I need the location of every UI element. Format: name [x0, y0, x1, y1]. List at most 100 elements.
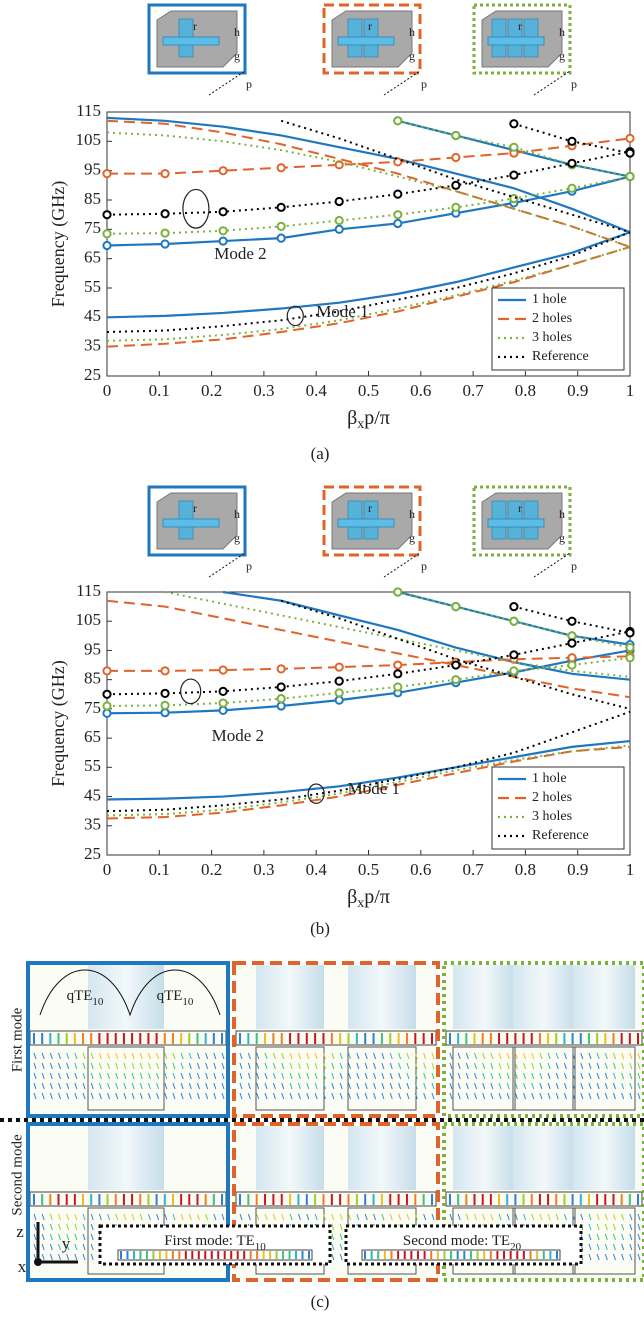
field-arrow	[457, 1062, 461, 1070]
field-arrow	[264, 1072, 268, 1080]
x-tick-label: 0.1	[149, 860, 170, 879]
field-arrow	[613, 1243, 616, 1251]
field-arrow	[482, 1052, 486, 1060]
field-arrow	[498, 1092, 502, 1100]
field-arrow	[596, 1082, 600, 1090]
y-tick-label: 75	[84, 698, 101, 717]
field-arrow	[637, 1092, 641, 1100]
point-marker	[451, 202, 461, 212]
cylinder	[513, 965, 575, 1029]
field-arrow	[398, 1072, 402, 1080]
field-arrow	[629, 1253, 633, 1261]
field-arrow	[123, 1052, 127, 1060]
field-arrow	[457, 1072, 461, 1080]
field-arrow	[33, 1092, 37, 1100]
annotation-ellipse	[307, 783, 325, 804]
field-arrow	[596, 1243, 600, 1251]
point-marker	[567, 631, 577, 641]
field-arrow	[331, 1213, 335, 1221]
field-arrow	[131, 1092, 135, 1100]
field-arrow	[555, 1052, 559, 1060]
series-line	[106, 150, 631, 216]
annotation: Mode 1	[316, 302, 368, 321]
field-arrow	[406, 1213, 410, 1221]
x-tick-label: 0.5	[358, 860, 379, 879]
point-marker	[102, 169, 112, 179]
field-arrow	[74, 1223, 78, 1231]
field-arrow	[637, 1052, 641, 1060]
field-arrow	[621, 1062, 625, 1070]
field-arrow	[348, 1062, 351, 1070]
cell-frame	[26, 1122, 230, 1282]
field-arrow	[637, 1082, 641, 1090]
field-arrow	[205, 1052, 209, 1060]
field-arrow	[474, 1052, 477, 1060]
field-arrow	[180, 1062, 184, 1070]
field-arrow	[364, 1213, 368, 1221]
field-arrow	[164, 1092, 168, 1100]
point-marker	[160, 228, 170, 238]
field-arrow	[297, 1062, 301, 1070]
field-arrow	[82, 1092, 86, 1100]
field-arrow	[74, 1062, 78, 1070]
y-tick-label: 115	[76, 581, 101, 600]
field-arrow	[156, 1082, 160, 1090]
field-arrow	[482, 1082, 486, 1090]
field-arrow	[289, 1072, 293, 1080]
field-arrow	[572, 1062, 576, 1070]
field-arrow	[339, 1072, 343, 1080]
field-arrow	[131, 1213, 135, 1221]
field-arrow	[588, 1253, 592, 1261]
field-arrow	[247, 1213, 251, 1221]
field-arrow	[498, 1052, 502, 1060]
point-marker	[393, 116, 403, 126]
field-arrow	[398, 1062, 402, 1070]
axis-letter: z	[16, 1222, 24, 1241]
inset-label: p	[571, 77, 577, 91]
field-arrow	[98, 1072, 102, 1080]
field-arrow	[629, 1072, 633, 1080]
field-arrow	[348, 1213, 351, 1221]
field-arrow	[58, 1253, 61, 1261]
field-arrow	[107, 1062, 111, 1070]
y-tick-label: 75	[84, 218, 101, 237]
x-axis-label: βxp/π	[347, 407, 390, 433]
field-arrow	[531, 1052, 535, 1060]
field-arrow	[139, 1052, 143, 1060]
field-arrow	[555, 1082, 559, 1090]
y-tick-label: 25	[84, 844, 101, 863]
field-arrow	[147, 1052, 151, 1060]
field-arrow	[539, 1072, 543, 1080]
field-arrow	[423, 1213, 427, 1221]
field-arrow	[147, 1062, 151, 1070]
x-axis-label-part: β	[347, 886, 357, 908]
hole-box	[347, 1046, 417, 1111]
field-arrow	[563, 1052, 567, 1060]
field-arrow	[331, 1223, 335, 1231]
series-line	[280, 599, 631, 710]
series-line	[106, 131, 631, 248]
field-arrow	[490, 1082, 494, 1090]
field-arrow	[629, 1082, 633, 1090]
field-arrow	[33, 1052, 37, 1060]
inset-label: p	[421, 559, 427, 573]
field-arrow	[406, 1082, 410, 1090]
x-tick-label: 0.6	[410, 860, 431, 879]
field-arrow	[281, 1072, 285, 1080]
field-arrow	[33, 1223, 37, 1231]
point-marker	[102, 240, 112, 251]
x-axis-label-part: β	[347, 407, 357, 429]
field-arrow	[331, 1082, 335, 1090]
field-arrow	[547, 1213, 551, 1221]
field-arrow	[188, 1092, 192, 1100]
field-arrow	[588, 1082, 592, 1090]
y-tick-label: 25	[84, 365, 101, 384]
field-arrow	[314, 1213, 318, 1221]
field-arrow	[356, 1062, 360, 1070]
field-arrow	[423, 1062, 427, 1070]
field-arrow	[115, 1092, 119, 1100]
field-arrow	[156, 1213, 160, 1221]
field-arrow	[131, 1072, 135, 1080]
field-arrow	[239, 1213, 243, 1221]
field-arrow	[33, 1082, 37, 1090]
